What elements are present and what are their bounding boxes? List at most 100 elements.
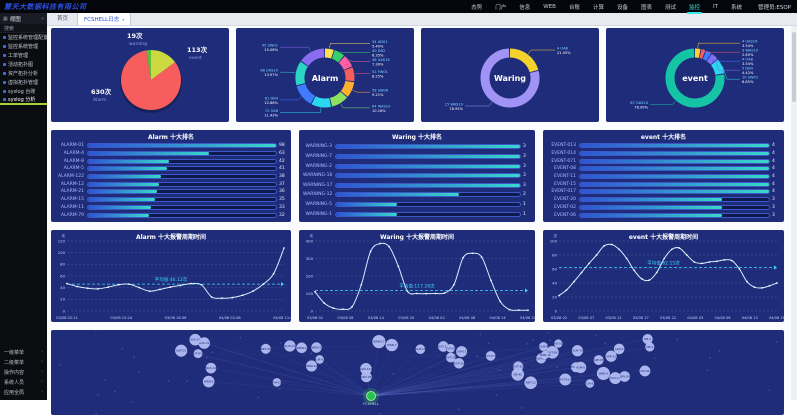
svg-text:10.16%: 10.16% <box>372 109 386 113</box>
svg-text:04/08 08: 04/08 08 <box>459 316 476 320</box>
svg-text:46 UAS16: 46 UAS16 <box>372 58 390 62</box>
sidebar-item-6[interactable]: syslog 台账 <box>0 87 47 96</box>
nav-item-7[interactable]: 图表 <box>640 4 652 11</box>
network-node[interactable]: EVT-02 <box>446 343 456 353</box>
nav-item-11[interactable]: 系统 <box>731 4 743 11</box>
sidebar-item-2[interactable]: 工单管理 <box>0 51 47 60</box>
network-node[interactable]: OA-8 <box>585 379 595 388</box>
network-node[interactable]: EVT-06 <box>453 357 465 369</box>
tab-1[interactable]: FCSHELL日志 ▾ <box>77 12 132 25</box>
network-node[interactable]: SRV-09 <box>619 371 631 382</box>
sidebar-item-4[interactable]: 资产拓扑分析 <box>0 69 47 78</box>
network-node[interactable]: ALM-79 <box>571 345 584 357</box>
network-node[interactable]: WAS-10 <box>205 362 217 374</box>
bar-row: EVENT-014 4 <box>551 151 775 157</box>
network-node[interactable]: WRN-16 <box>539 350 551 360</box>
svg-text:Alarm: Alarm <box>312 74 339 83</box>
nav-item-5[interactable]: 计算 <box>592 4 604 11</box>
svg-text:EVT-15: EVT-15 <box>446 356 456 360</box>
network-node[interactable]: WRN-2 <box>311 342 322 353</box>
network-node[interactable]: ALM-21 <box>175 344 188 357</box>
network-node[interactable]: LOG-01 <box>198 337 211 349</box>
panel-event-trend-line: event 十大报警周期时间 0 20 40 60 80 100 次 03/08 02 03/0… <box>543 230 784 322</box>
network-node[interactable]: APP-31 <box>605 350 617 362</box>
network-node[interactable]: WRN-5 <box>596 366 611 381</box>
svg-text:400: 400 <box>306 238 314 243</box>
network-node[interactable]: WRN-1 <box>296 342 308 354</box>
network-node[interactable]: NE-40 <box>511 368 525 381</box>
network-node[interactable]: EVT-013 <box>559 373 572 386</box>
svg-text:ALM-4: ALM-4 <box>539 345 548 349</box>
network-node[interactable]: WRN-12 <box>306 360 318 372</box>
sidebar-bottom-item-2[interactable]: 操作内容 › <box>4 369 43 376</box>
svg-text:ALM-11: ALM-11 <box>415 347 426 351</box>
svg-text:平均值:117.28次: 平均值:117.28次 <box>399 282 435 289</box>
svg-text:3.54%: 3.54% <box>742 44 754 48</box>
nav-item-10[interactable]: IT <box>713 3 719 10</box>
network-node[interactable]: ALM-5 <box>613 343 625 355</box>
network-node[interactable]: ALM-12 <box>284 340 296 352</box>
bar-row: ALARM-5 41 <box>63 166 285 172</box>
nav-item-1[interactable]: 门户 <box>495 4 507 11</box>
network-node[interactable]: EVT-15 <box>445 352 456 363</box>
vertical-scrollbar[interactable] <box>791 26 797 400</box>
network-node[interactable]: ALM-11 <box>415 344 426 355</box>
sidebar-item-7[interactable]: syslog 分析 <box>0 96 47 105</box>
nav-item-4[interactable]: 台账 <box>568 4 580 11</box>
sidebar-search[interactable]: 搜索 <box>0 24 47 33</box>
nav-item-6[interactable]: 设备 <box>616 4 628 11</box>
svg-text:03/08 02: 03/08 02 <box>307 316 323 320</box>
svg-text:88 UAS10: 88 UAS10 <box>260 69 278 73</box>
network-node[interactable]: WRN-3 <box>202 375 215 388</box>
network-node[interactable]: WRN-7 <box>385 338 399 352</box>
svg-text:78.95%: 78.95% <box>449 107 463 111</box>
network-node[interactable]: ALM-8 <box>574 361 587 374</box>
sidebar-bottom-item-3[interactable]: 系统人员 › <box>4 379 43 386</box>
network-node[interactable]: AD-01 <box>554 339 563 348</box>
network-node[interactable]: SRV-02 <box>360 371 372 383</box>
menu-dot-icon <box>3 54 6 57</box>
sidebar-bottom-item-1[interactable]: 二级菜单 › <box>4 359 43 366</box>
svg-text:03/08 10:24: 03/08 10:24 <box>110 316 133 320</box>
svg-text:2.65%: 2.65% <box>742 53 754 57</box>
network-node[interactable]: ALM-4 <box>538 342 548 352</box>
sidebar-item-0[interactable]: 监控系统管理配置 <box>0 33 47 42</box>
tab-0[interactable]: 首页 <box>57 16 69 22</box>
network-node[interactable]: WRN-17 <box>372 334 386 349</box>
nav-item-0[interactable]: 态势 <box>471 4 483 11</box>
sidebar-bottom-item-4[interactable]: 应用全局 › <box>4 389 43 396</box>
menu-dot-icon <box>3 36 6 39</box>
sidebar-item-1[interactable]: 监控系统管理 <box>0 42 47 51</box>
nav-item-9[interactable]: 监控 <box>687 4 703 14</box>
sidebar-bottom-item-0[interactable]: 一级菜单 › <box>4 349 43 356</box>
network-node[interactable]: ALM-01 <box>314 355 325 364</box>
svg-text:ALM-122: ALM-122 <box>360 367 372 371</box>
network-node[interactable]: EVT-11 <box>437 341 449 352</box>
network-node[interactable]: EVT-014 <box>192 349 204 359</box>
network-node[interactable]: DB-2 <box>642 333 653 345</box>
svg-text:300: 300 <box>306 256 314 261</box>
network-node[interactable]: NET-05 <box>260 343 271 354</box>
scrollbar-thumb[interactable] <box>792 32 796 102</box>
svg-text:平均值:62.15次: 平均值:62.15次 <box>647 259 680 266</box>
sidebar-item-5[interactable]: 虚拟拓扑管理 <box>0 78 47 87</box>
collapse-icon[interactable]: « <box>40 15 44 22</box>
network-node[interactable]: EVT-20 <box>513 361 524 372</box>
network-node[interactable]: UAS-10 <box>189 333 202 346</box>
svg-text:95 SW01: 95 SW01 <box>262 44 278 48</box>
svg-text:Waring: Waring <box>494 74 526 83</box>
nav-item-8[interactable]: 测试 <box>665 4 677 11</box>
svg-text:4 OA8: 4 OA8 <box>557 47 569 51</box>
network-node[interactable]: EVT-071 <box>485 350 497 361</box>
network-node[interactable]: SW-01 <box>456 346 468 358</box>
network-node[interactable]: SW-06 <box>639 365 651 377</box>
sidebar-item-3[interactable]: 活动拓扑图 <box>0 60 47 69</box>
svg-text:APP-31: APP-31 <box>606 354 616 358</box>
network-node[interactable]: APP-07 <box>593 354 604 366</box>
network-node[interactable]: NET-12 <box>524 376 538 390</box>
svg-text:次: 次 <box>554 233 558 238</box>
svg-text:APP-07: APP-07 <box>594 358 604 362</box>
nav-item-2[interactable]: 信息 <box>519 4 531 11</box>
nav-item-3[interactable]: WEB <box>543 3 556 10</box>
network-node[interactable]: FW-01 <box>272 378 281 387</box>
